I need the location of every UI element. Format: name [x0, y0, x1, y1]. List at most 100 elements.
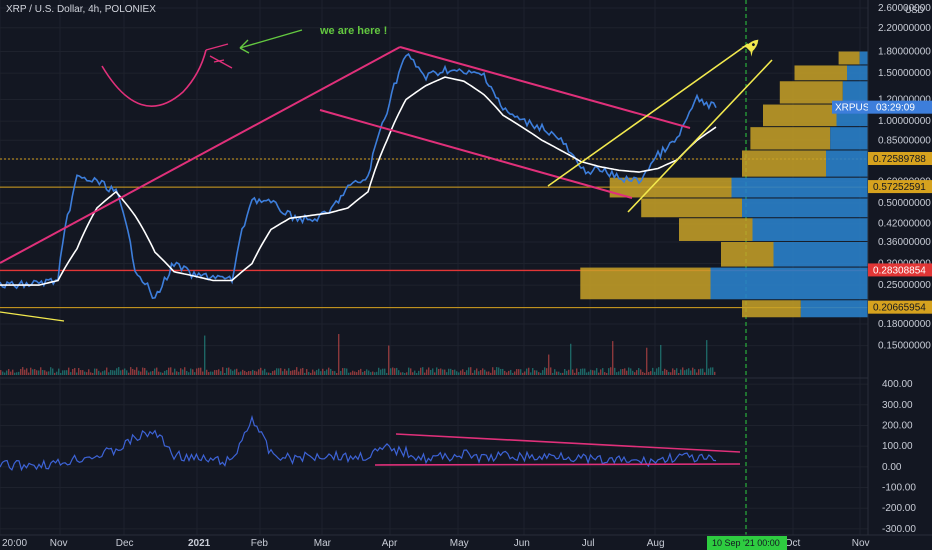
volume-bar: [92, 372, 94, 375]
volume-bar: [60, 372, 62, 375]
yellow-short-line[interactable]: [0, 311, 65, 322]
volume-bar: [136, 367, 138, 375]
volume-bar: [600, 369, 602, 375]
price-tick-label: 0.36000000: [878, 237, 931, 248]
volume-bar: [66, 370, 68, 375]
volume-bar: [408, 367, 410, 375]
green-arrow[interactable]: [239, 29, 303, 54]
volume-bar: [324, 371, 326, 375]
volume-profile-bar-blue: [710, 267, 868, 300]
price-tick-label: 0.25000000: [878, 280, 931, 291]
volume-profile-bar-blue: [830, 127, 868, 150]
hand-drawn-smile[interactable]: [101, 49, 207, 107]
volume-bar: [362, 372, 364, 375]
volume-bar: [654, 371, 656, 375]
volume-bar: [338, 334, 340, 375]
price-level-label: 0.28308854: [873, 265, 926, 276]
volume-bar: [416, 372, 418, 375]
moving-average-line[interactable]: [0, 76, 717, 286]
volume-bar: [388, 345, 390, 375]
oscillator-line[interactable]: [0, 414, 717, 472]
volume-bar: [558, 371, 560, 375]
volume-bar: [430, 369, 432, 375]
volume-profile-bar-blue: [859, 51, 868, 65]
volume-bar: [454, 369, 456, 375]
volume-bar: [692, 367, 694, 375]
yellow-wedge-lower[interactable]: [627, 59, 773, 213]
volume-bar: [134, 369, 136, 375]
volume-profile-bar-gold: [721, 241, 774, 267]
volume-bar: [212, 371, 214, 375]
volume-bar: [316, 370, 318, 375]
volume-bar: [328, 367, 330, 375]
volume-bar: [254, 370, 256, 375]
drawings[interactable]: [0, 29, 773, 466]
volume-bar: [378, 367, 380, 375]
volume-profile-bar-gold: [679, 218, 753, 241]
volume-bar: [288, 368, 290, 375]
volume-bar: [472, 372, 474, 375]
volume-bar: [510, 369, 512, 375]
volume-bar: [438, 368, 440, 375]
volume-bar: [550, 367, 552, 375]
volume-bar: [286, 370, 288, 375]
volume-bar: [524, 371, 526, 375]
volume-bar: [230, 369, 232, 375]
volume-bar: [352, 370, 354, 375]
volume-bar: [594, 370, 596, 375]
volume-bar: [684, 370, 686, 375]
volume-bar: [78, 368, 80, 375]
volume-profile-bar-gold: [742, 150, 826, 177]
price-level-badge: [868, 180, 932, 194]
hand-drawn-mark[interactable]: [205, 43, 233, 69]
volume-bar: [672, 368, 674, 375]
volume-bar: [250, 371, 252, 375]
volume-bar: [172, 372, 174, 375]
volume-bar: [548, 354, 550, 375]
yellow-wedge-upper[interactable]: [547, 43, 749, 187]
volume-bar: [706, 340, 708, 375]
volume-bar: [38, 370, 40, 375]
volume-bar: [456, 371, 458, 375]
volume-bar: [112, 370, 114, 375]
volume-bar: [48, 371, 50, 375]
volume-bar: [488, 371, 490, 375]
volume-bar: [102, 371, 104, 375]
volume-bar: [28, 372, 30, 375]
pink-rising-trendline[interactable]: [0, 46, 401, 264]
volume-bar: [228, 367, 230, 375]
volume-bar: [444, 369, 446, 375]
price-tick-label: 0.18000000: [878, 319, 931, 330]
volume-bar: [434, 372, 436, 375]
volume-bar: [598, 372, 600, 375]
time-tick-label: May: [450, 538, 469, 549]
volume-profile-bar-gold: [794, 65, 847, 81]
volume-bar: [224, 372, 226, 375]
volume-bar: [648, 372, 650, 375]
volume-bar: [210, 371, 212, 375]
volume-bar: [546, 368, 548, 375]
volume-profile-bar-gold: [742, 300, 801, 318]
volume-profile-bar-gold: [838, 51, 860, 65]
volume-bar: [138, 370, 140, 375]
time-tick-label: Dec: [116, 538, 134, 549]
volume-bar: [702, 368, 704, 375]
volume-bar: [406, 372, 408, 375]
volume-bar: [152, 371, 154, 375]
price-level-label: 0.72589788: [873, 154, 926, 165]
volume-bar: [208, 372, 210, 375]
indicator-upper-trendline[interactable]: [395, 433, 741, 453]
volume-bar: [404, 372, 406, 375]
volume-bar: [90, 372, 92, 375]
volume-bar: [376, 371, 378, 375]
volume-bar: [374, 372, 376, 375]
volume-bar: [468, 367, 470, 375]
volume-bar: [554, 369, 556, 375]
indicator-lower-trendline[interactable]: [374, 463, 741, 466]
volume-bar: [400, 372, 402, 375]
pink-lower-channel-line[interactable]: [319, 109, 633, 199]
volume-bar: [100, 372, 102, 375]
volume-bars: [0, 334, 716, 375]
pink-upper-channel-line[interactable]: [399, 46, 691, 129]
